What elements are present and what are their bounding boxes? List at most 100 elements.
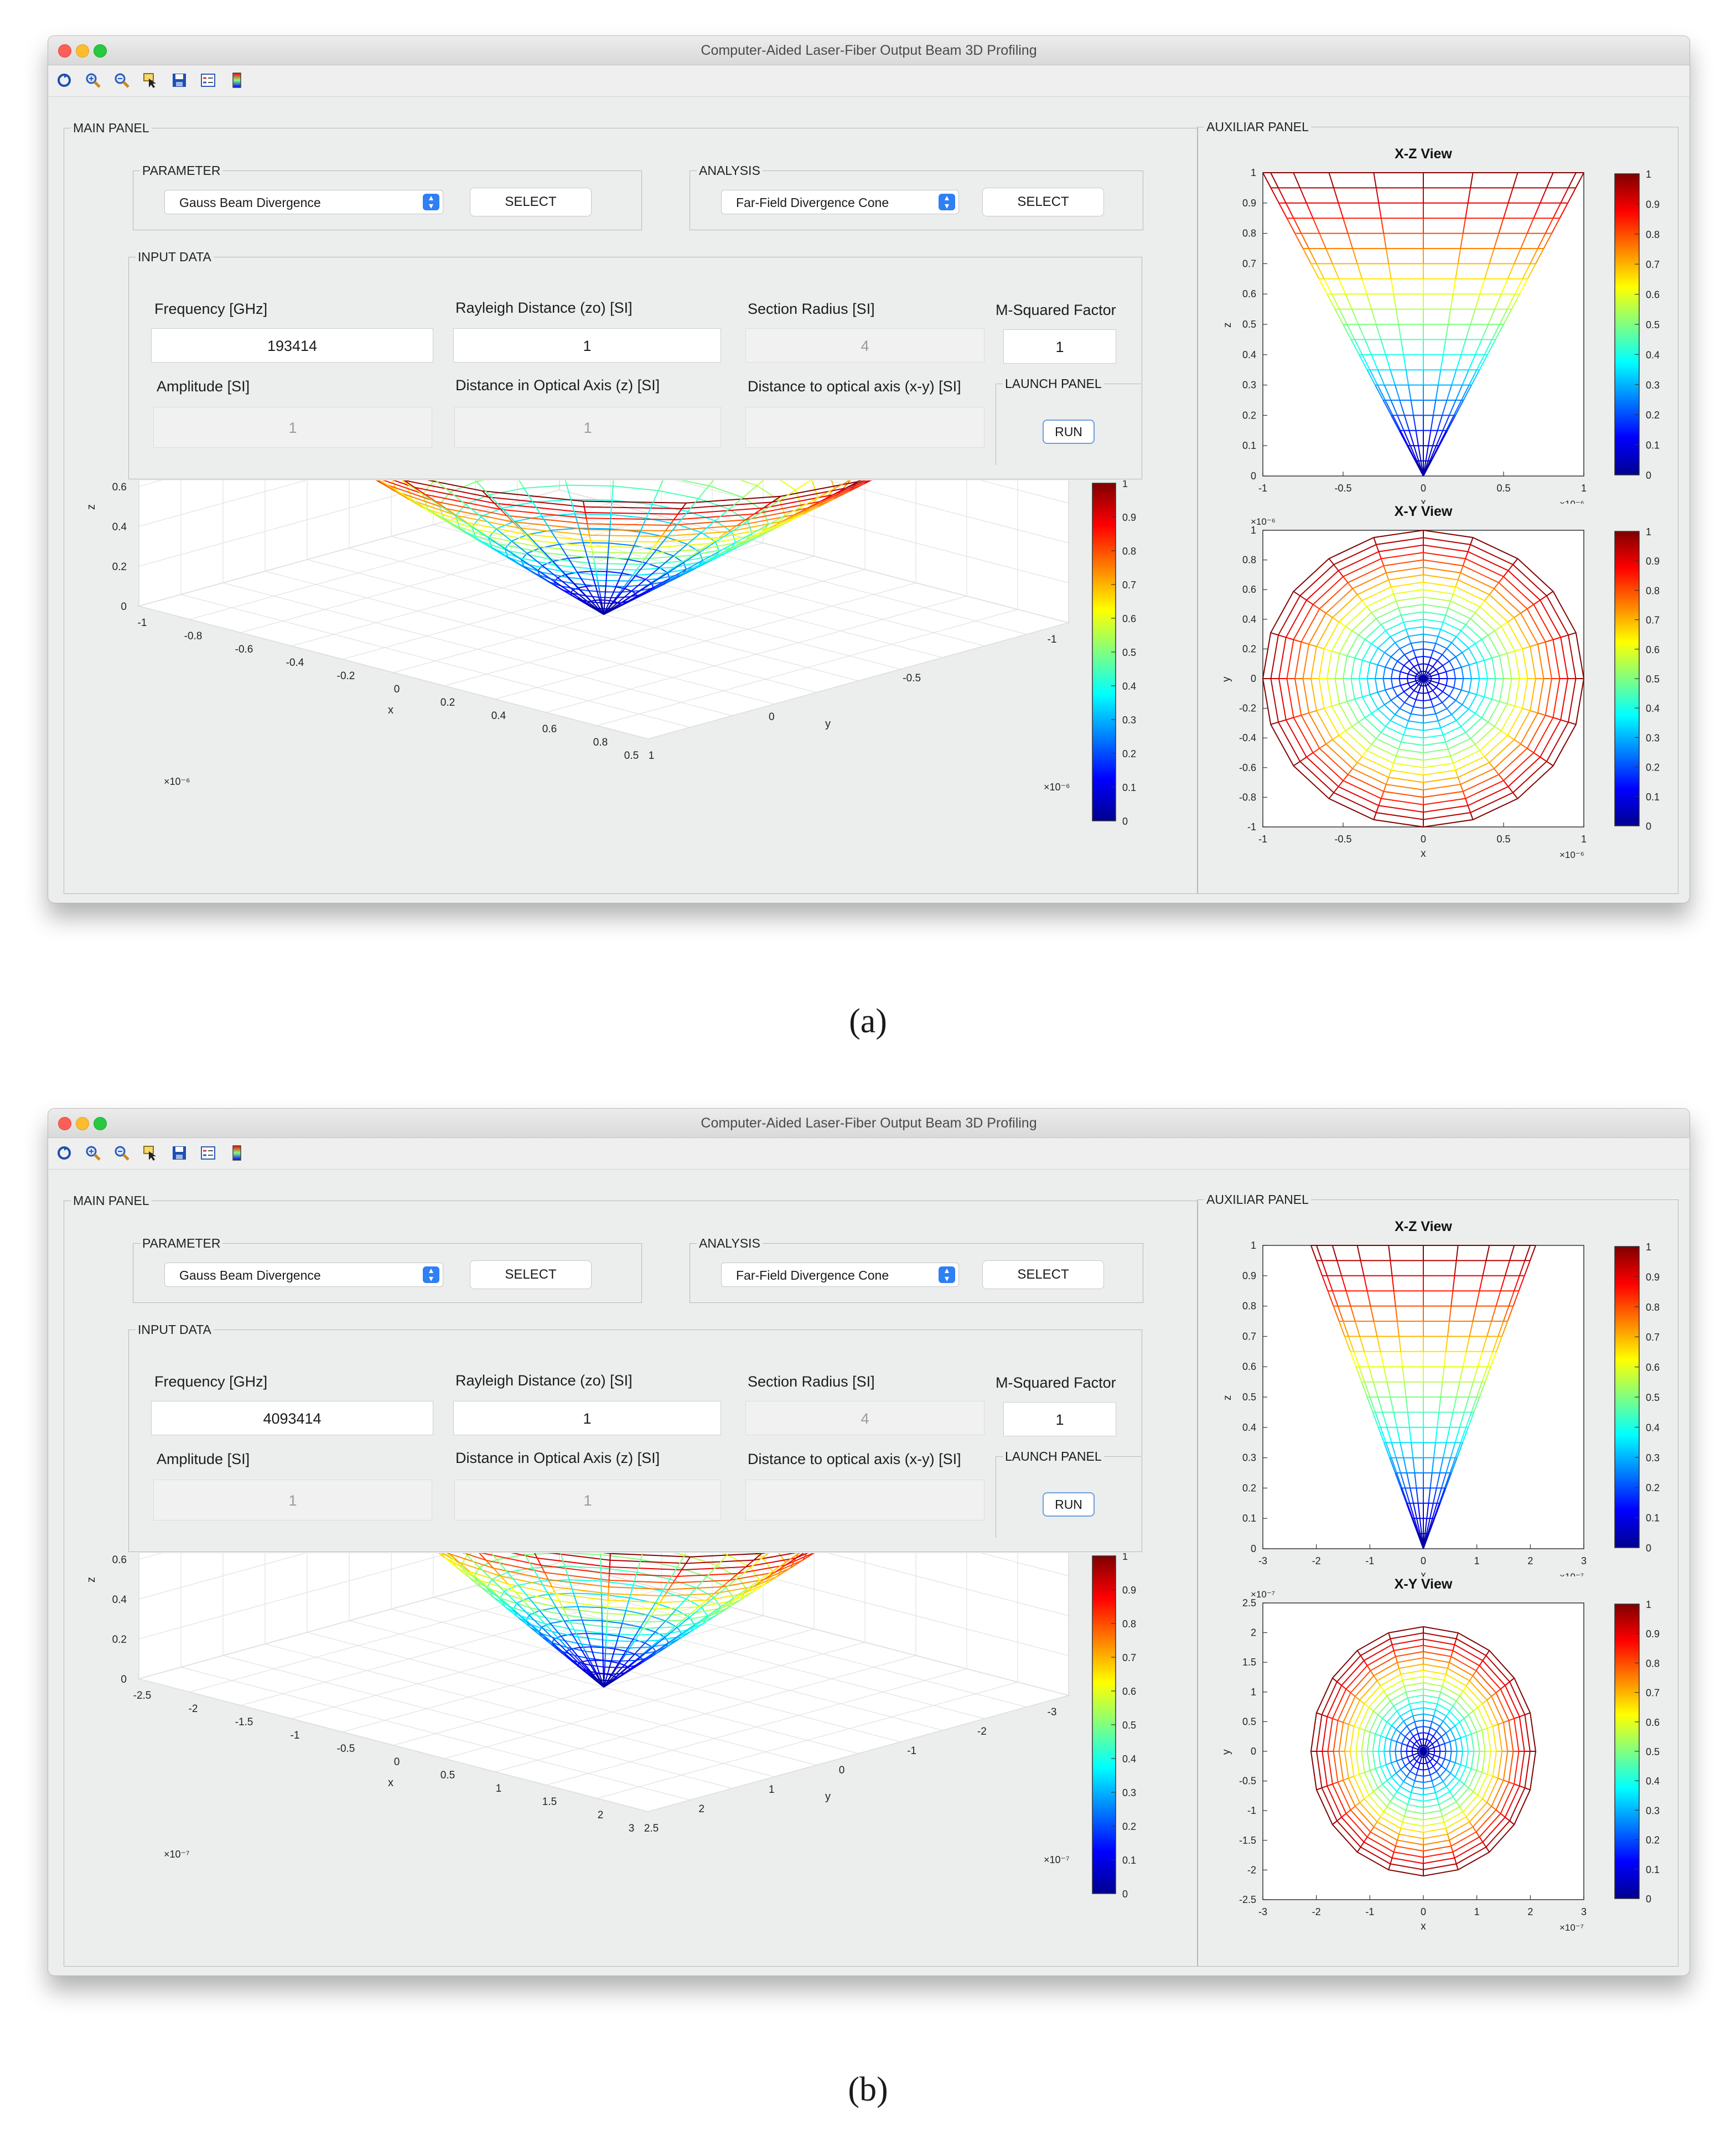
cone-generatrix (590, 546, 593, 552)
xz-generatrix (1391, 1457, 1397, 1473)
cone-generatrix (673, 544, 688, 557)
rotate-icon[interactable] (56, 72, 72, 89)
zoom-out-icon[interactable] (113, 1145, 130, 1161)
parameter-select-button[interactable]: SELECT (470, 188, 592, 216)
frequency-input[interactable]: 4093414 (151, 1401, 433, 1435)
xy-spoke (1396, 1729, 1401, 1734)
xy-spoke (1445, 1828, 1448, 1835)
xy-spoke (1465, 732, 1471, 739)
xz-y-tick-label: 0.1 (1242, 440, 1256, 451)
msquared-input[interactable]: 1 (1003, 329, 1116, 364)
cone-generatrix (603, 606, 620, 615)
xy-spoke (1452, 1851, 1455, 1858)
updown-arrow-icon: ▴ ▾ (939, 1266, 955, 1284)
close-window-button[interactable] (58, 44, 71, 58)
rotate-icon[interactable] (56, 1145, 72, 1161)
cone-generatrix (685, 1556, 691, 1564)
xy-spoke (1391, 1725, 1397, 1730)
xy-spoke (1439, 1776, 1444, 1782)
xz-generatrix (1336, 1260, 1343, 1276)
floor-grid-line (138, 606, 649, 739)
cone-generatrix (476, 481, 490, 495)
cone-generatrix (605, 571, 608, 586)
xy-spoke (1481, 717, 1489, 723)
y-tick-label: 0 (839, 1765, 845, 1776)
run-button[interactable]: RUN (1043, 420, 1095, 444)
xz-generatrix (1446, 385, 1453, 401)
xy-spoke (1345, 625, 1352, 632)
cone-generatrix (464, 531, 479, 541)
xy-spoke (1445, 1786, 1450, 1792)
xz-generatrix (1491, 324, 1500, 340)
cone-generatrix (610, 1648, 615, 1662)
xy-spoke (1498, 576, 1504, 583)
zoom-out-icon[interactable] (113, 72, 130, 89)
xz-generatrix (1411, 1442, 1414, 1458)
cone-generatrix (692, 549, 702, 556)
colorbar-icon[interactable] (229, 1145, 245, 1161)
xy-spoke (1468, 1787, 1474, 1792)
cone-generatrix (764, 1571, 775, 1580)
legend-icon[interactable] (200, 72, 216, 89)
save-icon[interactable] (171, 72, 188, 89)
xz-generatrix (1479, 1382, 1486, 1398)
xz-generatrix (1413, 415, 1417, 431)
xy-spoke (1383, 1806, 1388, 1812)
xy-spoke (1439, 1756, 1445, 1760)
data-cursor-icon[interactable] (142, 72, 159, 89)
analysis-select-button[interactable]: SELECT (982, 188, 1104, 216)
zoom-in-icon[interactable] (85, 1145, 101, 1161)
colorbar-icon[interactable] (229, 72, 245, 89)
cone-generatrix (595, 1672, 601, 1680)
xz-generatrix (1375, 188, 1380, 203)
xy-spoke (1407, 1755, 1413, 1758)
xz-generatrix (1488, 309, 1495, 325)
close-window-button[interactable] (58, 1117, 71, 1130)
xy-spoke (1351, 721, 1359, 727)
xy-spoke (1410, 643, 1414, 651)
zoom-window-button[interactable] (94, 44, 107, 58)
cone-generatrix (606, 1613, 608, 1621)
zoom-window-button[interactable] (94, 1117, 107, 1130)
save-icon[interactable] (171, 1145, 188, 1161)
run-button[interactable]: RUN (1043, 1492, 1095, 1517)
cone-generatrix (527, 534, 541, 549)
xz-generatrix (1394, 385, 1401, 401)
cone-generatrix (618, 1651, 626, 1664)
minimize-window-button[interactable] (76, 1117, 89, 1130)
xy-spoke (1429, 1761, 1434, 1767)
rayleigh-input[interactable]: 1 (453, 328, 721, 363)
cone-generatrix (455, 515, 473, 527)
parameter-select[interactable]: Gauss Beam Divergence ▴ ▾ (164, 190, 443, 214)
xz-generatrix (1430, 415, 1434, 431)
cone-generatrix (781, 514, 795, 522)
rayleigh-input[interactable]: 1 (453, 1401, 721, 1435)
cone-generatrix (689, 1622, 701, 1631)
wall-grid-line (138, 1553, 451, 1640)
xz-generatrix (1300, 233, 1310, 249)
cone-generatrix (616, 1669, 630, 1679)
cone-generatrix (673, 514, 678, 520)
parameter-select-button[interactable]: SELECT (470, 1260, 592, 1289)
parameter-select[interactable]: Gauss Beam Divergence ▴ ▾ (164, 1263, 443, 1287)
colorbar-tick-label: 0.7 (1646, 259, 1660, 270)
zoom-in-icon[interactable] (85, 72, 101, 89)
xz-generatrix (1417, 1503, 1421, 1519)
minimize-window-button[interactable] (76, 44, 89, 58)
legend-icon[interactable] (200, 1145, 216, 1161)
xy-spoke (1390, 1796, 1395, 1802)
xy-y-tick-label: 1 (1251, 1687, 1256, 1698)
xz-generatrix (1393, 1412, 1398, 1428)
xy-spoke (1443, 1822, 1447, 1829)
colorbar-tick-label: 0.6 (1646, 289, 1660, 301)
cone-generatrix (539, 1610, 551, 1624)
analysis-select-button[interactable]: SELECT (982, 1260, 1104, 1289)
frequency-input[interactable]: 193414 (151, 328, 433, 363)
data-cursor-icon[interactable] (142, 1145, 159, 1161)
cone-generatrix (690, 1623, 704, 1632)
cone-generatrix (655, 1620, 666, 1632)
analysis-select[interactable]: Far-Field Divergence Cone ▴ ▾ (721, 1263, 959, 1287)
analysis-select[interactable]: Far-Field Divergence Cone ▴ ▾ (721, 190, 959, 214)
xy-spoke (1462, 1811, 1467, 1817)
msquared-input[interactable]: 1 (1003, 1402, 1116, 1436)
